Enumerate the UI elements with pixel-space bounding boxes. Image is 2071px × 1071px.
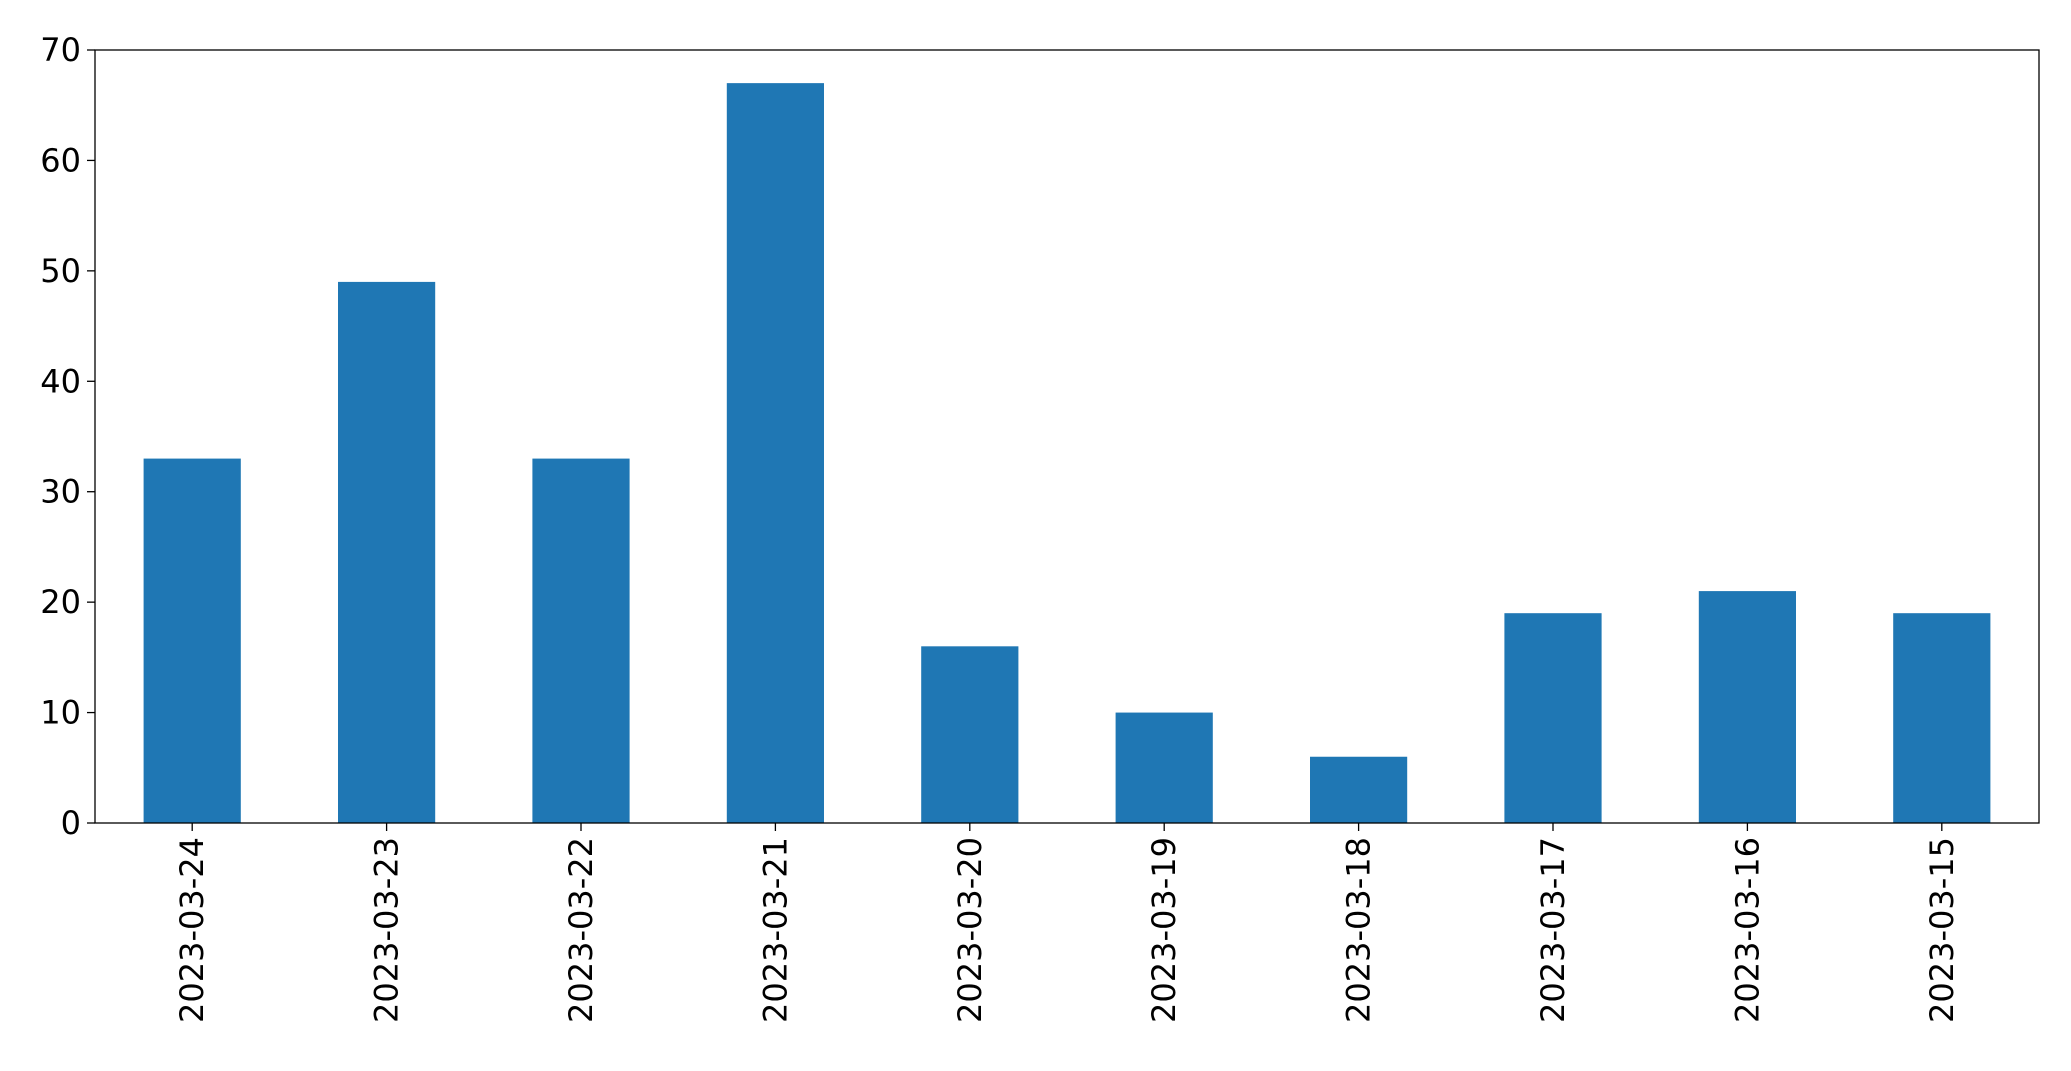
- y-tick-label: 30: [40, 473, 81, 511]
- x-tick-label: 2023-03-22: [562, 837, 600, 1023]
- x-tick-label: 2023-03-17: [1534, 837, 1572, 1023]
- x-tick-label: 2023-03-20: [951, 837, 989, 1023]
- x-tick-label: 2023-03-21: [756, 837, 794, 1023]
- bar-2023-03-15: [1893, 613, 1991, 823]
- bar-2023-03-24: [143, 458, 241, 823]
- x-tick-label: 2023-03-16: [1728, 837, 1766, 1023]
- x-axis: 2023-03-24 2023-03-23 2023-03-22 2023-03-21…: [173, 823, 1961, 1023]
- bar-2023-03-20: [921, 646, 1019, 823]
- y-tick-label: 10: [40, 694, 81, 732]
- x-tick-label: 2023-03-15: [1923, 837, 1961, 1023]
- x-tick-label: 2023-03-24: [173, 837, 211, 1023]
- x-tick-label: 2023-03-19: [1145, 837, 1183, 1023]
- bar-2023-03-23: [338, 281, 436, 823]
- y-tick-label: 40: [40, 362, 81, 400]
- bar-2023-03-22: [532, 458, 630, 823]
- bar-2023-03-16: [1698, 591, 1796, 823]
- y-tick-label: 20: [40, 583, 81, 621]
- x-tick-label: 2023-03-23: [368, 837, 406, 1023]
- y-tick-label: 60: [40, 141, 81, 179]
- bar-2023-03-17: [1504, 613, 1602, 823]
- bar-2023-03-19: [1115, 712, 1213, 823]
- plot-frame: [94, 49, 2040, 824]
- y-axis: 0 10 20 30 40 50 60 70: [40, 31, 95, 842]
- bars-layer: [143, 83, 1991, 823]
- x-tick-label: 2023-03-18: [1340, 837, 1378, 1023]
- bar-2023-03-21: [726, 83, 824, 823]
- y-tick-label: 50: [40, 252, 81, 290]
- bar-2023-03-18: [1310, 756, 1408, 823]
- y-tick-label: 0: [61, 804, 81, 842]
- y-tick-label: 70: [40, 31, 81, 69]
